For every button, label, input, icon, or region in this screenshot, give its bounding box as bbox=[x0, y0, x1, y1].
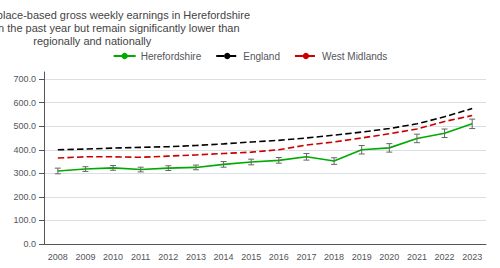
svg-text:700.0: 700.0 bbox=[13, 74, 36, 84]
svg-text:2018: 2018 bbox=[324, 252, 344, 262]
svg-text:2015: 2015 bbox=[241, 252, 261, 262]
svg-text:2020: 2020 bbox=[379, 252, 399, 262]
svg-text:2010: 2010 bbox=[103, 252, 123, 262]
svg-text:200.0: 200.0 bbox=[13, 192, 36, 202]
svg-text:2017: 2017 bbox=[296, 252, 316, 262]
svg-text:100.0: 100.0 bbox=[13, 215, 36, 225]
svg-text:2021: 2021 bbox=[407, 252, 427, 262]
svg-text:500.0: 500.0 bbox=[13, 121, 36, 131]
svg-text:2012: 2012 bbox=[158, 252, 178, 262]
svg-text:600.0: 600.0 bbox=[13, 98, 36, 108]
svg-text:2011: 2011 bbox=[131, 252, 150, 262]
svg-text:increased in the past year but: increased in the past year but remain si… bbox=[0, 22, 240, 34]
svg-text:0.0: 0.0 bbox=[23, 239, 36, 249]
svg-text:300.0: 300.0 bbox=[13, 168, 36, 178]
svg-text:400.0: 400.0 bbox=[13, 145, 36, 155]
svg-text:2019: 2019 bbox=[352, 252, 372, 262]
svg-text:Median workplace-based gross w: Median workplace-based gross weekly earn… bbox=[0, 9, 250, 21]
svg-text:West Midlands: West Midlands bbox=[322, 51, 387, 62]
svg-text:2022: 2022 bbox=[435, 252, 455, 262]
svg-text:2023: 2023 bbox=[462, 252, 482, 262]
svg-text:England: England bbox=[243, 51, 280, 62]
svg-text:2008: 2008 bbox=[48, 252, 68, 262]
svg-text:regionally and nationally: regionally and nationally bbox=[33, 35, 152, 47]
svg-text:2013: 2013 bbox=[186, 252, 206, 262]
svg-text:2009: 2009 bbox=[75, 252, 95, 262]
svg-text:2014: 2014 bbox=[214, 252, 234, 262]
svg-text:2016: 2016 bbox=[269, 252, 289, 262]
svg-text:Herefordshire: Herefordshire bbox=[141, 51, 202, 62]
